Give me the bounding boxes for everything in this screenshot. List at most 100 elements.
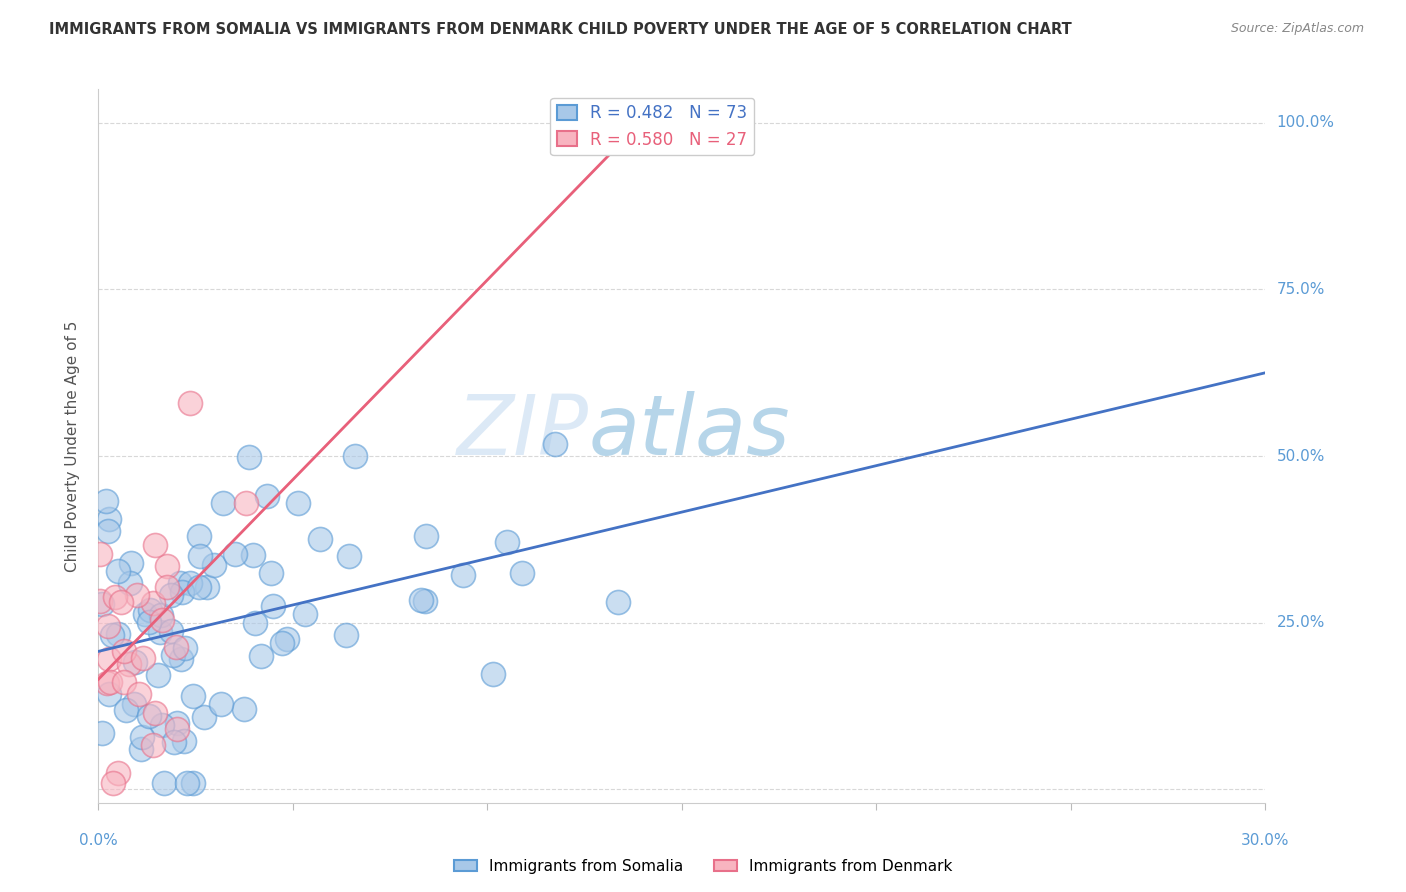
Point — [212, 496, 235, 510]
Point — [193, 709, 215, 723]
Point — [195, 580, 218, 594]
Point — [142, 739, 165, 753]
Point — [202, 558, 225, 573]
Point — [91, 598, 114, 612]
Point — [107, 627, 129, 641]
Point — [482, 667, 505, 681]
Point — [160, 624, 183, 639]
Point — [122, 698, 145, 712]
Text: 30.0%: 30.0% — [1241, 833, 1289, 848]
Point — [271, 636, 294, 650]
Point — [224, 547, 246, 561]
Point — [179, 576, 201, 591]
Text: 25.0%: 25.0% — [1277, 615, 1324, 631]
Point — [143, 538, 166, 552]
Point — [114, 703, 136, 717]
Point — [181, 689, 204, 703]
Point — [276, 632, 298, 647]
Point — [260, 566, 283, 581]
Point — [120, 556, 142, 570]
Point — [451, 568, 474, 582]
Point — [166, 715, 188, 730]
Point — [110, 595, 132, 609]
Point — [134, 607, 156, 621]
Point — [181, 776, 204, 790]
Point — [132, 651, 155, 665]
Point — [174, 641, 197, 656]
Text: 0.0%: 0.0% — [79, 833, 118, 848]
Point — [409, 592, 432, 607]
Point — [104, 590, 127, 604]
Point — [165, 640, 187, 655]
Point — [138, 615, 160, 629]
Point — [607, 595, 630, 609]
Point — [114, 674, 136, 689]
Text: Source: ZipAtlas.com: Source: ZipAtlas.com — [1230, 22, 1364, 36]
Point — [125, 588, 148, 602]
Point — [100, 627, 122, 641]
Point — [415, 529, 437, 543]
Point — [242, 548, 264, 562]
Point — [149, 625, 172, 640]
Point — [166, 723, 188, 737]
Point — [238, 450, 260, 464]
Point — [150, 718, 173, 732]
Point — [96, 675, 118, 690]
Point — [163, 735, 186, 749]
Point — [287, 496, 309, 510]
Point — [544, 436, 567, 450]
Point — [188, 529, 211, 543]
Point — [98, 675, 121, 690]
Point — [150, 607, 173, 622]
Point — [160, 588, 183, 602]
Point — [89, 594, 111, 608]
Point — [209, 697, 232, 711]
Point — [107, 766, 129, 780]
Point — [124, 655, 146, 669]
Point — [337, 549, 360, 564]
Point — [169, 575, 191, 590]
Point — [344, 449, 367, 463]
Point — [118, 657, 141, 671]
Text: IMMIGRANTS FROM SOMALIA VS IMMIGRANTS FROM DENMARK CHILD POVERTY UNDER THE AGE O: IMMIGRANTS FROM SOMALIA VS IMMIGRANTS FR… — [49, 22, 1071, 37]
Point — [188, 549, 211, 564]
Point — [152, 776, 174, 790]
Point — [262, 599, 284, 614]
Point — [188, 580, 211, 594]
Text: 75.0%: 75.0% — [1277, 282, 1324, 297]
Point — [309, 532, 332, 546]
Point — [128, 687, 150, 701]
Point — [97, 524, 120, 538]
Point — [98, 652, 121, 666]
Text: ZIP: ZIP — [457, 392, 589, 472]
Point — [94, 494, 117, 508]
Point — [176, 776, 198, 790]
Point — [156, 580, 179, 594]
Point — [335, 627, 357, 641]
Y-axis label: Child Poverty Under the Age of 5: Child Poverty Under the Age of 5 — [65, 320, 80, 572]
Point — [162, 648, 184, 662]
Legend: R = 0.482   N = 73, R = 0.580   N = 27: R = 0.482 N = 73, R = 0.580 N = 27 — [550, 97, 754, 155]
Point — [233, 702, 256, 716]
Point — [97, 687, 120, 701]
Point — [235, 496, 257, 510]
Point — [256, 490, 278, 504]
Point — [249, 648, 271, 663]
Text: 100.0%: 100.0% — [1277, 115, 1334, 130]
Point — [98, 512, 121, 526]
Point — [142, 595, 165, 609]
Point — [413, 594, 436, 608]
Point — [156, 559, 179, 574]
Point — [179, 396, 201, 410]
Point — [107, 564, 129, 578]
Point — [97, 619, 120, 633]
Point — [138, 708, 160, 723]
Text: 50.0%: 50.0% — [1277, 449, 1324, 464]
Point — [112, 644, 135, 658]
Point — [243, 615, 266, 630]
Point — [495, 534, 517, 549]
Point — [138, 603, 160, 617]
Point — [101, 776, 124, 790]
Point — [169, 652, 191, 666]
Point — [294, 607, 316, 621]
